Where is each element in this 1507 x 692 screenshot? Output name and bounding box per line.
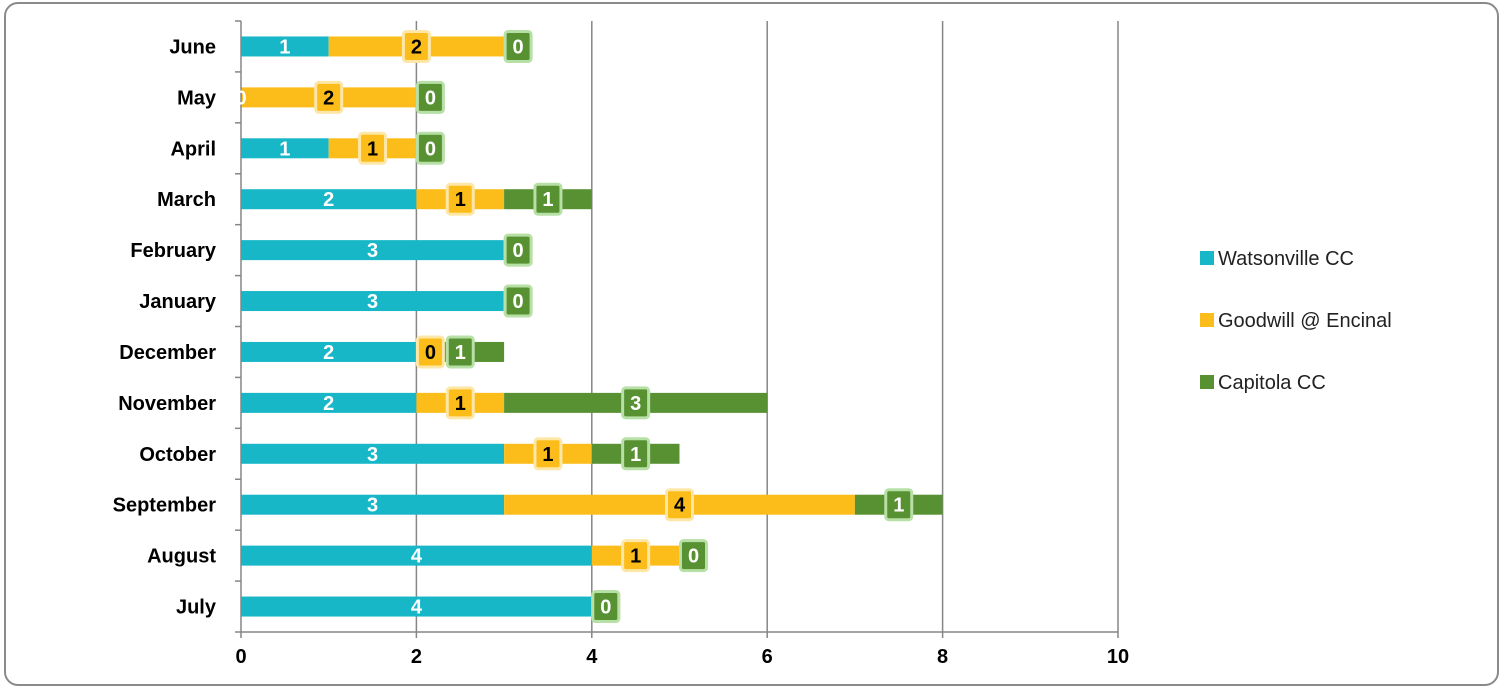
data-label-box [591,590,621,624]
data-label-box [415,335,445,369]
data-label: 3 [630,393,641,415]
bar-segment [241,494,505,515]
data-label-box [621,386,651,420]
data-label: 1 [279,36,290,58]
category-label: July [176,597,217,619]
data-label-box [503,233,533,267]
data-label: 0 [513,240,524,262]
data-label: 2 [411,36,422,58]
bar-segment [241,392,417,413]
x-tick-label: 8 [937,646,948,668]
data-label-box [884,488,914,522]
data-label-box [415,80,445,114]
bar-segment [241,545,592,566]
data-label: 4 [411,546,423,568]
bar-segment [241,189,417,210]
legend: Watsonville CC Goodwill @ Encinal Capitola… [1200,248,1392,394]
data-label-box [445,335,475,369]
bar-segment [241,240,505,261]
data-label-box [533,437,563,471]
category-label: April [170,138,216,160]
data-label: 0 [425,87,436,109]
data-label: 2 [323,189,334,211]
legend-label: Watsonville CC [1218,248,1354,270]
data-label: 1 [279,138,290,160]
data-label-box [358,131,388,165]
gridlines [415,21,1119,632]
data-label: 3 [367,495,378,517]
x-tick-label: 6 [762,646,773,668]
data-label: 1 [367,138,378,160]
category-label: January [139,291,217,313]
data-label: 1 [542,189,553,211]
data-label: 1 [542,444,553,466]
legend-label: Goodwill @ Encinal [1218,310,1392,332]
data-label: 1 [455,342,466,364]
category-label: March [157,189,216,211]
legend-swatch [1200,313,1214,327]
data-label: 1 [630,444,641,466]
data-label: 1 [630,546,641,568]
data-label: 1 [893,495,904,517]
data-label: 4 [411,597,423,619]
category-label: August [147,546,216,568]
data-label: 3 [367,291,378,313]
bar-segment [241,443,505,464]
legend-swatch [1200,251,1214,265]
category-label: December [119,342,216,364]
bar-segment [241,36,329,57]
data-label-box [621,539,651,573]
data-label: 0 [513,291,524,313]
x-tick-label: 2 [411,646,422,668]
data-label: 0 [425,138,436,160]
data-label: 3 [367,444,378,466]
data-label: 2 [323,87,334,109]
category-label: February [130,240,216,262]
data-label-box [445,386,475,420]
data-label: 2 [323,393,334,415]
data-label: 0 [688,546,699,568]
data-label-box [445,182,475,216]
data-label-box [621,437,651,471]
data-label: 1 [455,393,466,415]
data-label: 1 [455,189,466,211]
bar-segment [241,291,505,312]
data-label-box [401,29,431,63]
bar-segment [241,596,592,617]
data-label: 0 [425,342,436,364]
data-label-box [533,182,563,216]
data-labels: 120020110211300300201213311341410400 [235,29,914,624]
category-label: June [169,36,216,58]
category-label: October [139,444,216,466]
data-label: 0 [600,597,611,619]
legend-label: Capitola CC [1218,372,1326,394]
data-label: 0 [235,87,246,109]
category-label: May [177,87,217,109]
category-label: November [118,393,216,415]
legend-swatch [1200,375,1214,389]
data-label-box [665,488,694,522]
x-tick-label: 4 [586,646,598,668]
category-label: September [113,495,217,517]
data-label: 0 [513,36,524,58]
data-label: 4 [674,495,686,517]
axes: 0 2 4 6 8 10JuneMayAprilMarchFebruaryJanuaryD… [113,20,1129,668]
data-label-box [415,131,445,165]
x-tick-label: 0 [235,646,246,668]
data-label: 2 [323,342,334,364]
bar-segment [241,138,329,159]
data-label-box [314,80,344,114]
data-label-box [679,539,708,573]
data-label: 3 [367,240,378,262]
data-label-box [503,284,533,318]
data-label-box [503,29,533,63]
bar-segment [241,341,417,362]
x-tick-label: 10 [1107,646,1129,668]
